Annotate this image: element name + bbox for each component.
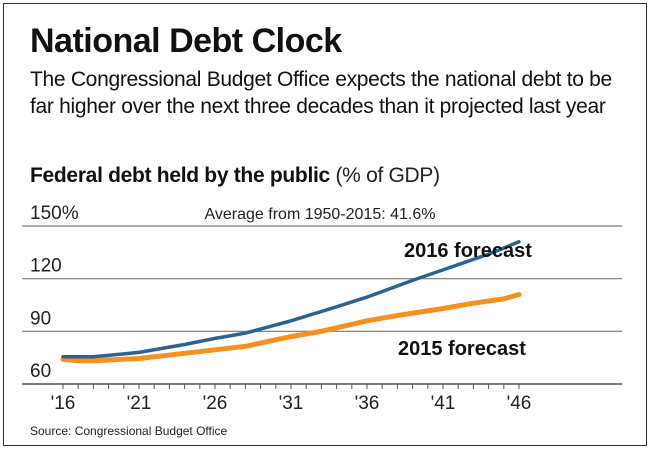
y-tick-label: 120 [30, 256, 62, 277]
x-tick-label: '16 [51, 393, 76, 414]
x-tick-label: '26 [203, 393, 228, 414]
y-tick-label: 90 [30, 308, 51, 329]
chart-frame [3, 3, 647, 446]
series-line-2015 [60, 292, 522, 364]
series-line-2016 [61, 240, 521, 359]
y-tick-label: 60 [30, 361, 51, 382]
series-label-2015: 2015 forecast [398, 338, 526, 360]
page-subtitle: The Congressional Budget Office expects … [30, 68, 612, 118]
series-label-2016: 2016 forecast [404, 240, 532, 262]
chart-title-main: Federal debt held by the public [30, 164, 330, 187]
x-tick-label: '31 [279, 393, 304, 414]
x-tick-label: '21 [127, 393, 152, 414]
chart-title: Federal debt held by the public (% of GD… [30, 164, 440, 188]
x-tick-label: '46 [507, 393, 532, 414]
x-tick-label: '41 [431, 393, 456, 414]
x-tick-label: '36 [355, 393, 380, 414]
y-tick-label: 150% [30, 203, 79, 224]
page-title: National Debt Clock [30, 22, 342, 60]
average-annotation: Average from 1950-2015: 41.6% [205, 206, 436, 223]
chart-title-unit: (% of GDP) [335, 164, 440, 187]
source-note: Source: Congressional Budget Office [30, 424, 228, 438]
